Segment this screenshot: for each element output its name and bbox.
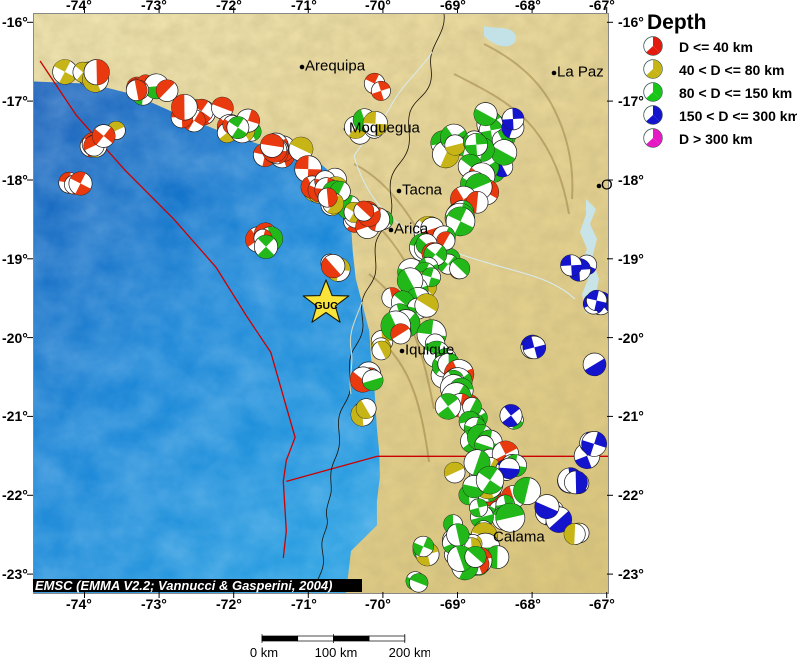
svg-text:D > 300 km: D > 300 km	[679, 131, 753, 147]
svg-text:D <= 40 km: D <= 40 km	[679, 39, 753, 55]
svg-text:100 km: 100 km	[315, 645, 358, 659]
svg-text:40 < D <= 80 km: 40 < D <= 80 km	[679, 62, 784, 78]
svg-text:80 < D <= 150 km: 80 < D <= 150 km	[679, 85, 792, 101]
svg-text:150 < D <= 300 km: 150 < D <= 300 km	[679, 108, 797, 124]
svg-text:0 km: 0 km	[250, 645, 278, 659]
svg-text:200 km: 200 km	[389, 645, 430, 659]
svg-text:GUC: GUC	[314, 300, 338, 312]
